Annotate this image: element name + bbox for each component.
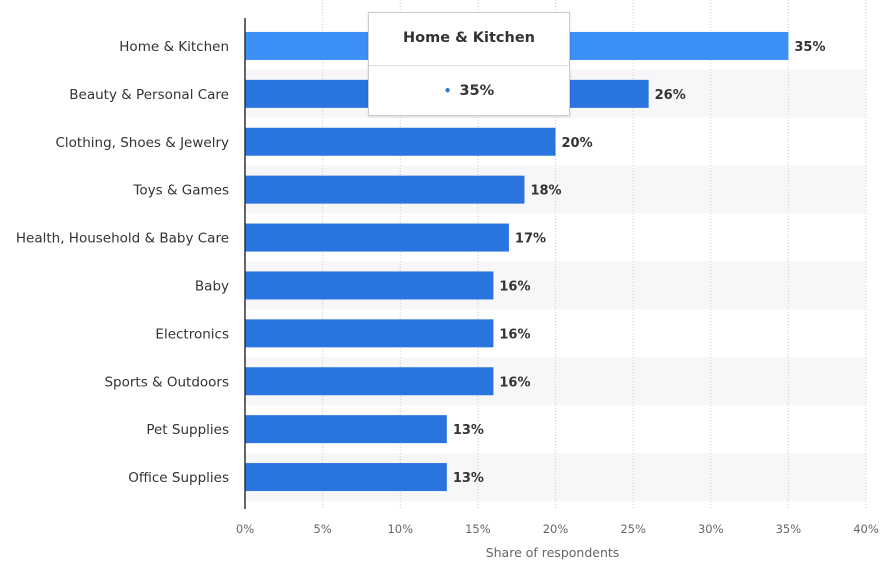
category-label: Toys & Games	[132, 183, 229, 199]
bar[interactable]	[245, 127, 556, 156]
x-tick-label: 30%	[698, 522, 724, 536]
category-label: Baby	[195, 278, 229, 294]
x-tick-label: 25%	[620, 522, 646, 536]
value-label: 13%	[453, 423, 484, 438]
category-label: Pet Supplies	[146, 422, 229, 438]
x-tick-label: 20%	[543, 522, 569, 536]
x-tick-labels: 0% 5% 10% 15% 20% 25% 30% 35% 40%	[236, 522, 879, 536]
tooltip: Home & Kitchen • 35%	[368, 12, 570, 116]
category-label: Home & Kitchen	[119, 39, 229, 55]
category-label: Office Supplies	[128, 470, 229, 486]
tooltip-title: Home & Kitchen	[369, 13, 569, 66]
bar[interactable]	[245, 175, 525, 204]
bar[interactable]	[245, 463, 447, 492]
x-tick-label: 10%	[387, 522, 413, 536]
x-tick-label: 40%	[853, 522, 879, 536]
bar[interactable]	[245, 223, 509, 252]
category-label: Electronics	[155, 326, 229, 342]
bar[interactable]	[245, 271, 494, 300]
value-label: 16%	[499, 375, 530, 390]
tooltip-body: • 35%	[369, 66, 569, 116]
tooltip-value: 35%	[459, 83, 495, 99]
value-label: 17%	[515, 232, 546, 247]
category-labels: Home & Kitchen Beauty & Personal Care Clot…	[16, 39, 229, 486]
category-label: Sports & Outdoors	[104, 374, 229, 390]
value-label: 20%	[562, 136, 593, 151]
value-label: 18%	[530, 184, 561, 199]
bar[interactable]	[245, 367, 494, 396]
x-tick-label: 5%	[314, 522, 332, 536]
x-tick-label: 0%	[236, 522, 254, 536]
tooltip-bullet-icon: •	[443, 84, 452, 98]
x-tick-label: 15%	[465, 522, 491, 536]
bar[interactable]	[245, 319, 494, 348]
category-label: Clothing, Shoes & Jewelry	[55, 135, 229, 151]
category-label: Beauty & Personal Care	[69, 87, 229, 103]
value-labels: 35% 26% 20% 18% 17% 16% 16% 16% 13% 13%	[453, 40, 826, 486]
value-label: 35%	[794, 40, 825, 55]
value-label: 13%	[453, 471, 484, 486]
x-tick-label: 35%	[776, 522, 802, 536]
bar[interactable]	[245, 415, 447, 444]
value-label: 26%	[655, 88, 686, 103]
x-axis-title: Share of respondents	[486, 545, 620, 560]
value-label: 16%	[499, 327, 530, 342]
category-label: Health, Household & Baby Care	[16, 231, 229, 247]
value-label: 16%	[499, 279, 530, 294]
